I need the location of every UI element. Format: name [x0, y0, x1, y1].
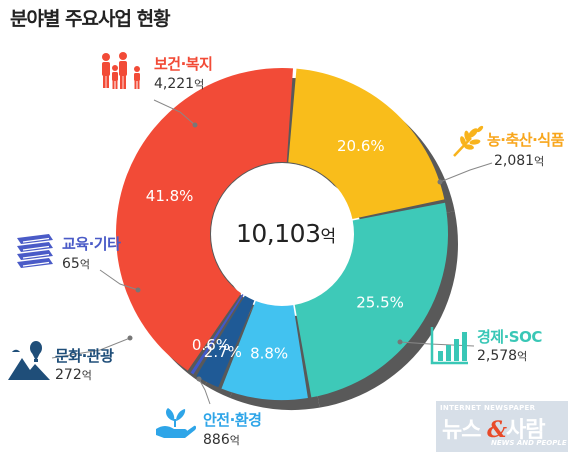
percent-label-보건-복지: 41.8%	[146, 187, 194, 205]
total-value: 10,103	[236, 219, 321, 248]
leader-health-dot	[192, 122, 198, 128]
logo-top-text: INTERNET NEWSPAPER	[440, 404, 536, 412]
category-name-health: 보건·복지	[154, 55, 213, 73]
leader-econ-dot	[397, 339, 403, 345]
total-unit: 억	[320, 227, 336, 247]
leader-econ	[399, 341, 475, 347]
total-label: 10,103억	[236, 219, 336, 248]
mountain-balloon-icon	[8, 341, 50, 380]
newspaper-logo: INTERNET NEWSPAPER 뉴스 &사람 NEWS AND PEOPL…	[436, 401, 568, 452]
leader-culture-dot	[127, 335, 133, 341]
slice-농-축산-식품	[288, 68, 445, 219]
category-name-econ: 경제·SOC	[477, 328, 542, 346]
slice-문화-관광	[196, 295, 255, 388]
slice-경제-SOC	[294, 202, 449, 398]
category-value-agri: 2,081억	[494, 153, 545, 169]
slice-보건-복지	[116, 67, 294, 371]
category-value-health: 4,221억	[154, 76, 205, 92]
leader-safety	[198, 378, 211, 405]
donut-hole	[211, 163, 353, 305]
category-name-culture: 문화·관광	[55, 347, 114, 365]
category-value-safety: 886억	[203, 432, 240, 448]
category-value-culture: 272억	[55, 367, 92, 383]
family-icon	[102, 52, 140, 89]
logo-bottom-text: NEWS AND PEOPLE	[491, 439, 567, 447]
books-icon	[17, 234, 53, 268]
percent-label-문화-관광: 2.7%	[204, 343, 242, 361]
percent-label-교육-기타: 0.6%	[192, 336, 230, 354]
slice-교육-기타	[190, 294, 244, 375]
growth-chart-icon	[430, 327, 468, 365]
percent-label-농-축산-식품: 20.6%	[337, 137, 385, 155]
wheat-icon	[453, 125, 484, 157]
hand-plant-icon	[156, 408, 196, 438]
leader-edu-dot	[135, 287, 141, 293]
leader-agri-dot	[437, 179, 443, 185]
leader-culture	[51, 337, 131, 359]
percent-label-경제-SOC: 25.5%	[356, 293, 404, 311]
category-name-safety: 안전·환경	[203, 411, 262, 429]
slice-안전-환경	[221, 301, 308, 400]
category-name-agri: 농·축산·식품	[487, 131, 564, 149]
category-value-edu: 65억	[62, 256, 90, 272]
leader-edu	[99, 269, 139, 291]
leader-health	[153, 99, 196, 126]
category-value-econ: 2,578억	[477, 348, 528, 364]
category-name-edu: 교육·기타	[62, 235, 121, 253]
percent-label-안전-환경: 8.8%	[250, 344, 288, 362]
leader-agri	[439, 162, 493, 183]
leader-safety-dot	[196, 376, 202, 382]
page-title: 분야별 주요사업 현황	[10, 8, 171, 30]
logo-main-text: 뉴스 &사람	[442, 417, 546, 443]
